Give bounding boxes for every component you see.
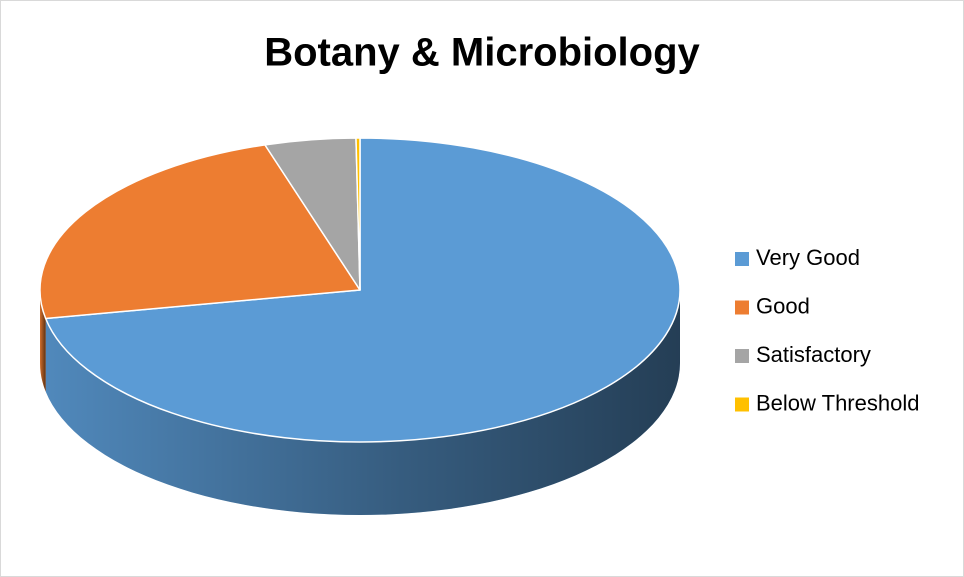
- pie-slice: [44, 137, 681, 443]
- pie-tops: [39, 137, 681, 443]
- legend: Very Good Good Satisfactory Below Threshold: [735, 245, 919, 415]
- side-shade: [45, 290, 680, 516]
- legend-swatch: [735, 349, 749, 363]
- pie-slice: [355, 137, 361, 291]
- legend-label: Below Threshold: [756, 390, 919, 415]
- legend-swatch: [735, 300, 749, 315]
- legend-swatch: [735, 252, 749, 266]
- legend-label: Satisfactory: [756, 342, 871, 367]
- pie-slice: [39, 144, 361, 320]
- legend-label: Very Good: [756, 245, 860, 270]
- legend-swatch: [735, 397, 749, 412]
- legend-label: Good: [756, 293, 810, 318]
- chart-title: Botany & Microbiology: [264, 31, 700, 75]
